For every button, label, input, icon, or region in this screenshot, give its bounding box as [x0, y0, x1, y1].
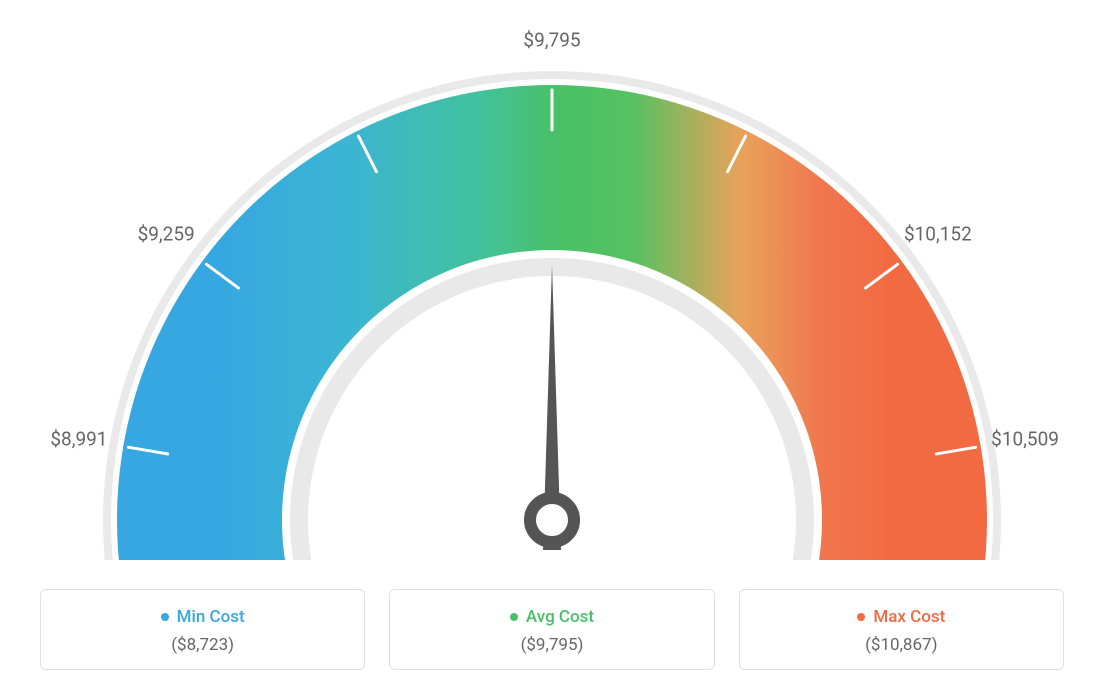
gauge-tick-label: $10,509	[991, 427, 1059, 450]
gauge-tick-label: $9,259	[138, 223, 195, 246]
legend-title-min-text: Min Cost	[177, 607, 245, 627]
gauge-tick-label: $10,152	[904, 223, 972, 246]
gauge-tick-label: $8,991	[50, 427, 107, 450]
legend-dot-max	[857, 613, 865, 621]
legend-title-avg: Avg Cost	[510, 607, 594, 627]
gauge-svg	[0, 0, 1104, 560]
legend-title-avg-text: Avg Cost	[526, 607, 594, 627]
gauge-area: $8,723$8,991$9,259$9,795$10,152$10,509$1…	[0, 0, 1104, 560]
legend-title-max-text: Max Cost	[873, 607, 945, 627]
legend-card-min: Min Cost ($8,723)	[40, 589, 365, 670]
legend-dot-min	[161, 613, 169, 621]
legend-card-avg: Avg Cost ($9,795)	[389, 589, 714, 670]
legend-value-avg: ($9,795)	[402, 635, 701, 655]
legend-row: Min Cost ($8,723) Avg Cost ($9,795) Max …	[40, 589, 1064, 670]
legend-title-max: Max Cost	[857, 607, 945, 627]
cost-gauge-chart: $8,723$8,991$9,259$9,795$10,152$10,509$1…	[0, 0, 1104, 690]
legend-value-max: ($10,867)	[752, 635, 1051, 655]
legend-value-min: ($8,723)	[53, 635, 352, 655]
legend-title-min: Min Cost	[161, 607, 245, 627]
gauge-tick-label: $9,795	[523, 29, 580, 52]
legend-card-max: Max Cost ($10,867)	[739, 589, 1064, 670]
legend-dot-avg	[510, 613, 518, 621]
